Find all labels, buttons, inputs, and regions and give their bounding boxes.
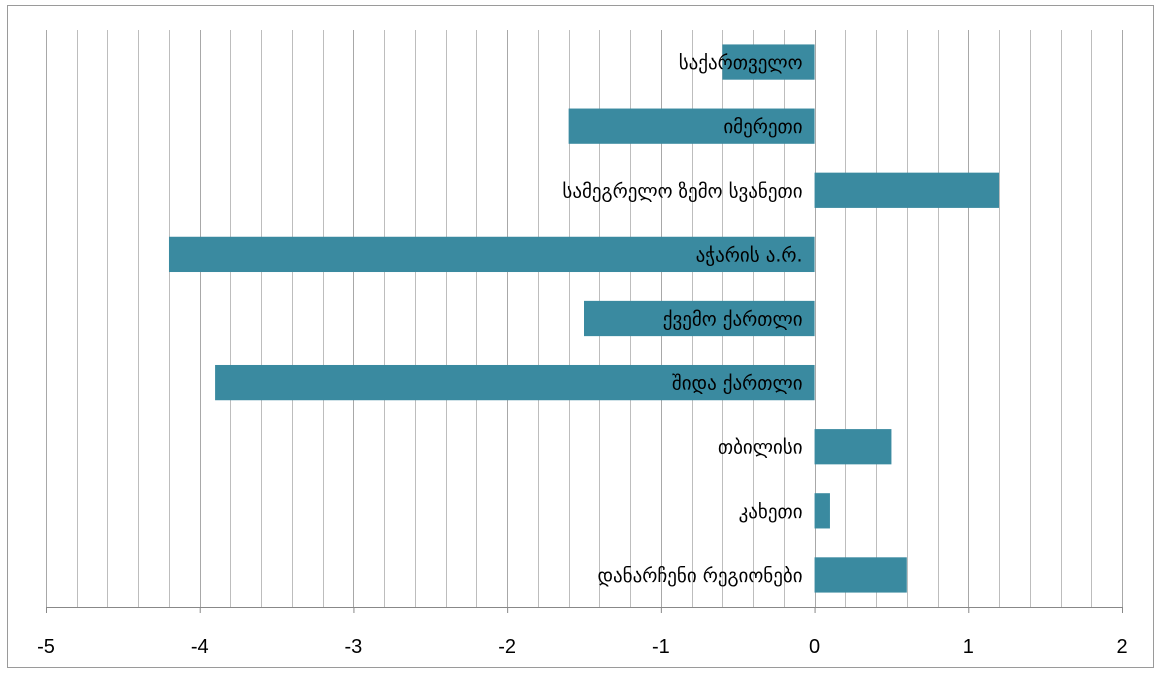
bar bbox=[814, 493, 830, 529]
category-label: სამეგრელო ზემო სვანეთი bbox=[562, 180, 802, 202]
bar bbox=[814, 557, 907, 593]
category-label: აჭარის ა.რ. bbox=[696, 244, 803, 266]
bar bbox=[215, 364, 815, 401]
x-tick-label: -1 bbox=[652, 636, 670, 658]
bar bbox=[722, 44, 815, 80]
bar bbox=[584, 300, 815, 337]
category-label: ქვემო ქართლი bbox=[663, 309, 803, 331]
bars bbox=[168, 44, 1000, 593]
x-tick-label: -2 bbox=[498, 636, 516, 658]
bar bbox=[568, 108, 815, 144]
x-tick-label: 0 bbox=[809, 636, 820, 658]
bar bbox=[814, 172, 1000, 208]
x-tick-label: 1 bbox=[963, 636, 974, 658]
x-tick-label: -3 bbox=[345, 636, 363, 658]
category-label: დანარჩენი რეგიონები bbox=[597, 565, 802, 587]
bar bbox=[814, 429, 892, 465]
category-label: კახეთი bbox=[739, 501, 803, 523]
x-tick-label: 2 bbox=[1116, 636, 1127, 658]
category-label: იმერეთი bbox=[723, 116, 802, 138]
bar bbox=[168, 236, 815, 273]
category-labels: საქართველო იმერეთი სამეგრელო ზემო სვანეთი ა… bbox=[562, 52, 802, 587]
category-label: შიდა ქართლი bbox=[672, 373, 803, 395]
x-axis: -5 -4 -3 -2 -1 0 1 2 bbox=[37, 607, 1128, 658]
category-label: საქართველო bbox=[679, 52, 803, 74]
chart-frame bbox=[7, 5, 1154, 668]
x-tick-label: -5 bbox=[37, 636, 55, 658]
category-label: თბილისი bbox=[718, 437, 803, 459]
x-tick-label: -4 bbox=[191, 636, 209, 658]
